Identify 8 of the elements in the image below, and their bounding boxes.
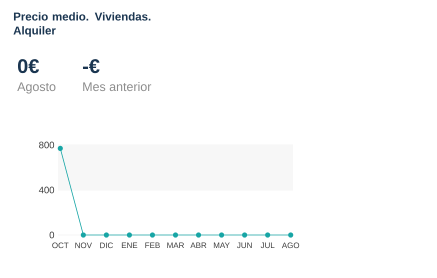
chart-title: Precio medio. Viviendas. Alquiler [13,12,150,37]
y-tick-label: 800 [39,142,54,148]
y-tick-label: 400 [38,186,54,194]
y-tick-label: 0 [50,232,54,238]
text: Agosto [17,82,56,94]
text: 0€ [18,59,40,74]
text: Mes anterior [83,82,152,92]
text: -€ [82,59,100,74]
